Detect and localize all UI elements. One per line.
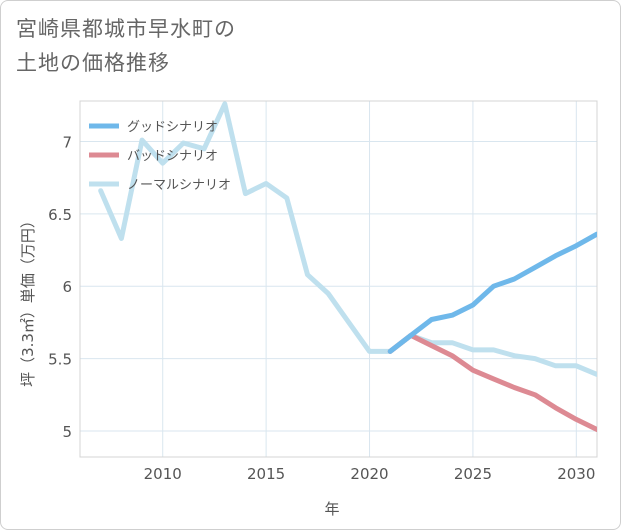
- legend-label: バッドシナリオ: [127, 149, 218, 164]
- legend-label: グッドシナリオ: [127, 120, 218, 135]
- x-tick-label: 2030: [557, 465, 595, 483]
- x-tick-label: 2020: [350, 465, 388, 483]
- y-tick-label: 5: [62, 423, 72, 441]
- chart-title: 宮崎県都城市早水町の 土地の価格推移: [16, 12, 236, 80]
- x-axis-label: 年: [324, 500, 339, 518]
- y-tick-label: 7: [62, 134, 72, 152]
- legend-item-bad[interactable]: バッドシナリオ: [89, 149, 218, 164]
- x-tick-label: 2010: [144, 465, 182, 483]
- y-tick-label: 6: [62, 278, 72, 296]
- normal-scenario-line: [98, 101, 597, 377]
- legend-item-good[interactable]: グッドシナリオ: [89, 120, 218, 135]
- legend-label: ノーマルシナリオ: [127, 178, 231, 193]
- series-lines: [98, 101, 597, 432]
- x-tick-label: 2015: [247, 465, 285, 483]
- legend-item-normal[interactable]: ノーマルシナリオ: [89, 178, 231, 193]
- plot-border: [79, 100, 598, 458]
- bad-scenario-line: [387, 332, 597, 432]
- y-tick-label: 5.5: [48, 351, 72, 369]
- chart-title-line-1: 宮崎県都城市早水町の: [16, 17, 236, 41]
- chart-title-line-2: 土地の価格推移: [16, 51, 170, 75]
- x-tick-label: 2025: [454, 465, 492, 483]
- good-scenario-line: [387, 231, 597, 354]
- y-tick-label: 6.5: [48, 206, 72, 224]
- y-axis-label: 坪（3.3㎡）単価（万円）: [19, 213, 37, 387]
- grid: [80, 101, 597, 457]
- tick-labels: 2010 2015 2020 2025 2030 5 5.5 6 6.5 7: [48, 134, 595, 483]
